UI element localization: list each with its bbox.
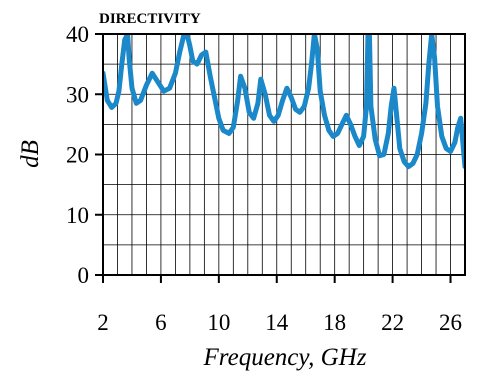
- x-tick-label: 2: [97, 310, 109, 335]
- x-axis-title: Frequency, GHz: [203, 344, 367, 371]
- series-layer: [103, 34, 465, 170]
- x-tick-label: 6: [155, 310, 167, 335]
- y-tick-label: 20: [66, 143, 89, 168]
- y-tick-label: 40: [66, 22, 89, 47]
- x-tick-labels: 2 6 10 14 18 22 26: [97, 310, 462, 335]
- y-axis-title: dB: [17, 140, 44, 168]
- tick-marks: [95, 33, 452, 283]
- x-tick-label: 14: [265, 310, 289, 335]
- y-tick-label: 30: [66, 82, 89, 107]
- x-tick-label: 26: [439, 310, 462, 335]
- x-tick-label: 22: [381, 310, 404, 335]
- title-backdrop: [98, 4, 240, 28]
- chart-title: DIRECTIVITY: [99, 11, 201, 27]
- directivity-line: [103, 34, 465, 170]
- y-tick-label: 0: [78, 263, 90, 288]
- y-tick-label: 10: [66, 203, 89, 228]
- x-tick-label: 10: [207, 310, 230, 335]
- y-tick-labels: 0 10 20 30 40: [66, 22, 89, 288]
- x-tick-label: 18: [323, 310, 346, 335]
